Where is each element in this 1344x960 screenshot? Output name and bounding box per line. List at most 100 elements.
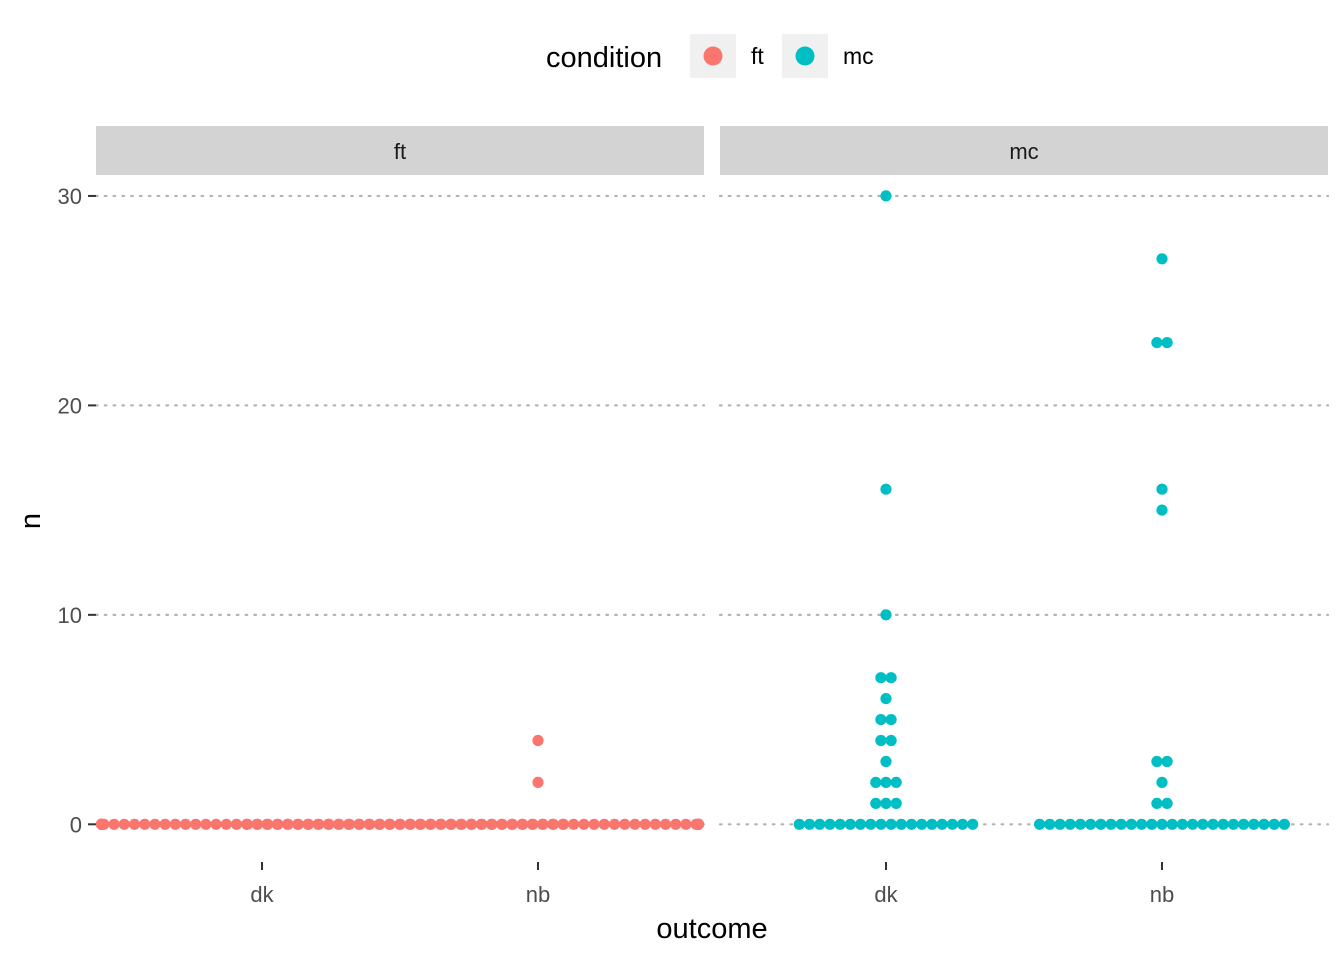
dot-ft-nb-n0 xyxy=(692,818,705,830)
dot-ft-dk-n0 xyxy=(98,818,110,830)
dot-mc-dk-n0 xyxy=(916,818,928,830)
dot-ft-nb-n0 xyxy=(639,818,651,830)
dot-ft-nb-n0 xyxy=(659,818,672,830)
dot-mc-nb-n1 xyxy=(1151,797,1163,810)
dot-mc-nb-n0 xyxy=(1278,818,1290,830)
dot-mc-dk-n1 xyxy=(880,797,892,810)
dot-ft-nb-n0 xyxy=(262,818,274,830)
x-tick-label-ft-nb: nb xyxy=(526,882,550,907)
dot-mc-nb-n0 xyxy=(1085,818,1097,830)
dot-ft-nb-n0 xyxy=(598,818,610,830)
y-tick-label-30: 30 xyxy=(58,184,82,209)
dot-ft-nb-n0 xyxy=(364,818,376,830)
dot-mc-nb-n0 xyxy=(1238,818,1250,830)
dot-mc-dk-n2 xyxy=(890,776,902,789)
data-points xyxy=(96,190,1290,830)
dot-mc-dk-n4 xyxy=(885,734,897,747)
dot-ft-nb-n0 xyxy=(394,818,406,830)
dot-ft-dk-n0 xyxy=(108,818,120,830)
dot-ft-nb-n0 xyxy=(292,818,304,830)
legend-label-mc: mc xyxy=(843,43,874,69)
dot-ft-nb-n0 xyxy=(517,818,529,830)
dot-ft-nb-n0 xyxy=(670,818,682,830)
dot-ft-nb-n0 xyxy=(557,818,570,830)
dot-ft-nb-n0 xyxy=(323,818,335,830)
dot-mc-nb-n0 xyxy=(1044,818,1056,830)
dot-mc-nb-n0 xyxy=(1258,818,1270,830)
dot-ft-nb-n4 xyxy=(532,734,544,747)
dot-mc-dk-n5 xyxy=(875,714,887,726)
dot-ft-nb-n0 xyxy=(568,818,580,830)
dot-ft-nb-n0 xyxy=(547,818,559,830)
dot-ft-nb-n0 xyxy=(680,818,692,830)
dot-mc-nb-n0 xyxy=(1156,818,1168,830)
dot-mc-nb-n0 xyxy=(1054,818,1066,830)
dot-ft-nb-n0 xyxy=(404,818,417,830)
dot-mc-nb-n0 xyxy=(1217,818,1229,830)
x-axis: dk nb dk nb xyxy=(250,862,1174,907)
dot-ft-dk-n0 xyxy=(169,818,181,830)
facet-strip-mc: mc xyxy=(720,126,1328,175)
dot-mc-dk-n0 xyxy=(824,818,836,830)
dot-mc-nb-n0 xyxy=(1187,818,1199,830)
dot-mc-dk-n7 xyxy=(885,672,897,684)
dot-mc-dk-n16 xyxy=(880,483,892,495)
dot-mc-dk-n0 xyxy=(793,818,805,830)
dot-mc-nb-n0 xyxy=(1197,818,1209,830)
dot-mc-dk-n0 xyxy=(936,818,948,830)
dot-mc-dk-n0 xyxy=(905,818,918,830)
dot-ft-nb-n0 xyxy=(629,818,641,830)
dot-ft-nb-n0 xyxy=(374,818,386,830)
x-axis-title: outcome xyxy=(656,913,767,945)
dot-mc-nb-n0 xyxy=(1146,818,1158,830)
dot-mc-nb-n0 xyxy=(1176,818,1188,830)
gridlines xyxy=(94,194,1330,826)
dot-ft-nb-n0 xyxy=(588,818,600,830)
dot-mc-dk-n1 xyxy=(870,797,882,810)
dot-ft-dk-n0 xyxy=(128,818,141,830)
dot-mc-dk-n0 xyxy=(875,818,887,830)
y-axis-title: n xyxy=(15,513,47,529)
dot-mc-nb-n0 xyxy=(1105,818,1117,830)
dot-ft-nb-n0 xyxy=(313,818,325,830)
dot-ft-nb-n0 xyxy=(445,818,457,830)
dot-ft-nb-n0 xyxy=(649,818,661,830)
dot-ft-nb-n0 xyxy=(527,818,539,830)
dot-mc-dk-n0 xyxy=(956,818,969,830)
dot-ft-nb-n0 xyxy=(435,818,447,830)
dot-mc-nb-n27 xyxy=(1156,253,1168,265)
legend-label-ft: ft xyxy=(751,43,764,69)
strip-label-mc: mc xyxy=(1009,139,1038,164)
dot-ft-dk-n0 xyxy=(190,818,202,830)
dot-mc-nb-n2 xyxy=(1156,776,1168,789)
dot-mc-dk-n0 xyxy=(885,818,897,830)
y-tick-label-10: 10 xyxy=(58,603,82,628)
y-axis: 0 10 20 30 xyxy=(58,184,96,837)
strip-background-mc xyxy=(720,126,1328,175)
dot-ft-nb-n0 xyxy=(619,818,631,830)
dot-mc-nb-n0 xyxy=(1034,818,1046,830)
strip-background-ft xyxy=(96,126,704,175)
dot-mc-nb-n0 xyxy=(1074,818,1086,830)
dot-mc-dk-n0 xyxy=(926,818,938,830)
y-tick-label-0: 0 xyxy=(70,812,82,837)
dot-mc-nb-n0 xyxy=(1136,818,1148,830)
dot-ft-nb-n0 xyxy=(302,818,315,830)
dot-ft-nb-n0 xyxy=(578,818,590,830)
dot-ft-nb-n0 xyxy=(486,818,498,830)
dot-ft-nb-n0 xyxy=(455,818,468,830)
dot-ft-nb-n0 xyxy=(476,818,488,830)
dot-ft-nb-n0 xyxy=(466,818,478,830)
dot-mc-dk-n0 xyxy=(854,818,867,830)
dot-mc-dk-n7 xyxy=(875,672,887,684)
dot-ft-nb-n0 xyxy=(506,818,519,830)
dot-mc-dk-n0 xyxy=(895,818,907,830)
dot-mc-dk-n4 xyxy=(875,734,887,747)
dot-mc-dk-n0 xyxy=(814,818,826,830)
dot-ft-dk-n0 xyxy=(200,818,212,830)
dot-ft-dk-n0 xyxy=(118,818,130,830)
dot-ft-dk-n0 xyxy=(159,818,171,830)
x-tick-label-ft-dk: dk xyxy=(250,882,274,907)
legend-key-mc xyxy=(795,46,815,66)
